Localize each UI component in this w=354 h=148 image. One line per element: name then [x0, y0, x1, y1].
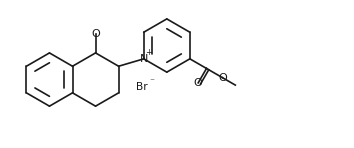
Text: O: O	[218, 73, 227, 83]
Text: O: O	[91, 29, 100, 39]
Text: +: +	[145, 48, 152, 57]
Text: O: O	[194, 78, 202, 88]
Text: ⁻: ⁻	[150, 78, 155, 87]
Text: Br: Br	[136, 82, 148, 92]
Text: N: N	[139, 54, 148, 64]
